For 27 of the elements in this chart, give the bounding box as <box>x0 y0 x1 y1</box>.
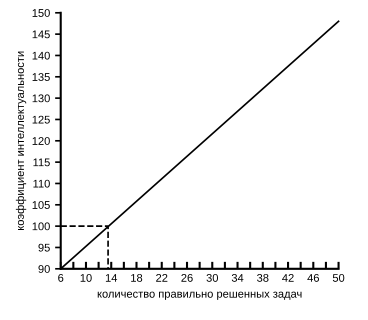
x-tick-label: 14 <box>106 274 118 282</box>
y-tick-label: 150 <box>32 9 50 17</box>
y-tick-label: 90 <box>38 265 50 273</box>
y-tick-label: 135 <box>32 73 50 81</box>
y-tick-label: 115 <box>33 158 50 166</box>
x-tick-label: 42 <box>282 274 294 282</box>
y-tick-label: 100 <box>32 222 50 230</box>
x-tick-label: 46 <box>307 274 319 282</box>
x-tick-label: 34 <box>232 274 244 282</box>
y-tick-label: 105 <box>32 201 50 209</box>
x-tick-label: 38 <box>257 274 268 282</box>
y-tick-label: 130 <box>32 94 50 102</box>
x-tick-label: 50 <box>332 274 344 282</box>
y-axis-title: коэффициент интеллектуальности <box>16 52 26 230</box>
y-tick-label: 145 <box>32 30 50 38</box>
x-tick-label: 10 <box>80 274 92 282</box>
x-tick-label: 26 <box>181 274 193 282</box>
y-tick-label: 125 <box>32 116 50 124</box>
x-tick-label: 22 <box>156 274 168 282</box>
x-tick-label: 30 <box>206 274 218 282</box>
y-tick-label: 95 <box>38 244 50 252</box>
x-tick-label: 18 <box>131 274 142 282</box>
y-tick-label: 120 <box>32 137 50 145</box>
x-tick-label: 6 <box>58 274 64 282</box>
y-tick-label: 110 <box>33 180 50 188</box>
x-axis-title: количество правильно решенных задач <box>98 292 302 300</box>
y-tick-label: 140 <box>32 52 50 60</box>
